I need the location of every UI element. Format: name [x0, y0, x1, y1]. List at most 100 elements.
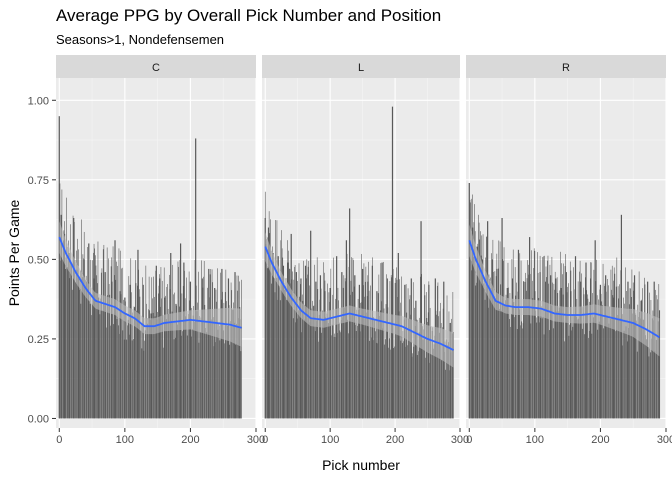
bar: [379, 310, 381, 419]
bar: [382, 328, 384, 419]
bar: [349, 294, 351, 419]
bar: [140, 322, 142, 419]
bar: [405, 346, 406, 419]
bar: [102, 249, 104, 419]
bar: [267, 237, 269, 419]
bar: [133, 306, 135, 419]
x-tick-label: 100: [116, 434, 134, 446]
bar: [337, 332, 338, 419]
bar-spike: [319, 275, 322, 419]
bar: [476, 282, 477, 419]
bar: [474, 231, 476, 419]
bar: [172, 264, 174, 419]
bar-spike: [487, 221, 489, 419]
bar: [154, 316, 156, 419]
bar: [495, 276, 497, 419]
bar: [503, 247, 505, 419]
bar: [318, 341, 319, 419]
x-tick-label: 200: [386, 434, 404, 446]
bar: [499, 241, 501, 419]
bar: [513, 302, 515, 419]
bar: [419, 317, 421, 419]
bar: [69, 278, 71, 419]
bar: [485, 257, 486, 419]
bar: [129, 334, 130, 419]
bar: [274, 292, 276, 419]
bar: [74, 221, 75, 419]
bar: [203, 260, 205, 419]
bar: [622, 314, 624, 419]
bar: [617, 286, 619, 419]
bar: [370, 285, 371, 419]
bar: [557, 293, 559, 419]
bar: [429, 307, 431, 419]
bar: [161, 280, 163, 419]
bar: [362, 285, 364, 419]
bar: [142, 277, 143, 419]
bar: [194, 322, 195, 419]
bar: [528, 274, 530, 419]
bar-spike: [68, 253, 70, 419]
bar: [494, 271, 496, 419]
bar: [607, 278, 608, 419]
bar: [159, 306, 161, 419]
bar: [440, 323, 442, 419]
bar-spike: [647, 281, 649, 419]
bar: [377, 293, 379, 419]
bar: [135, 283, 137, 419]
bar: [657, 321, 659, 419]
bar: [348, 333, 349, 419]
bar: [239, 319, 241, 419]
bar: [236, 323, 237, 419]
bar: [562, 294, 564, 419]
bar: [138, 289, 140, 419]
bar: [655, 289, 656, 419]
bar-spike: [287, 262, 289, 419]
bar-spike: [420, 221, 422, 419]
bar: [119, 333, 120, 419]
bar-spike: [189, 281, 192, 419]
bar: [238, 275, 239, 419]
bar: [352, 258, 354, 419]
bar: [536, 322, 538, 419]
bar: [344, 278, 346, 419]
bar: [144, 340, 145, 419]
bar: [83, 258, 84, 419]
bar: [621, 345, 623, 419]
bar: [123, 339, 125, 419]
bar: [626, 290, 627, 419]
bar: [182, 285, 184, 419]
bar: [551, 256, 553, 419]
bar: [180, 335, 182, 419]
bar: [173, 339, 175, 419]
bar: [112, 246, 114, 419]
bar-spike: [134, 307, 136, 419]
bar: [333, 336, 335, 419]
bar: [150, 319, 151, 419]
bar: [71, 264, 73, 419]
bar-spike: [88, 243, 90, 419]
bar: [271, 283, 273, 419]
bar: [501, 310, 502, 419]
bar-spike: [221, 268, 223, 419]
bar: [431, 354, 432, 419]
bar-spike: [627, 281, 629, 419]
bar: [157, 311, 158, 419]
bar: [544, 255, 545, 419]
bar-spike: [415, 300, 417, 419]
bar: [595, 281, 597, 419]
bar: [77, 238, 78, 419]
bar: [581, 307, 583, 419]
bar: [588, 337, 589, 419]
bar: [309, 322, 311, 419]
bar: [175, 337, 176, 419]
bar: [118, 248, 120, 419]
bar: [479, 239, 481, 419]
bar-spike: [155, 265, 157, 419]
bar-spike: [371, 265, 373, 419]
bar: [394, 346, 395, 419]
bar: [110, 325, 111, 419]
bar: [632, 313, 633, 419]
bar-spike: [295, 272, 298, 419]
bar: [62, 240, 64, 419]
